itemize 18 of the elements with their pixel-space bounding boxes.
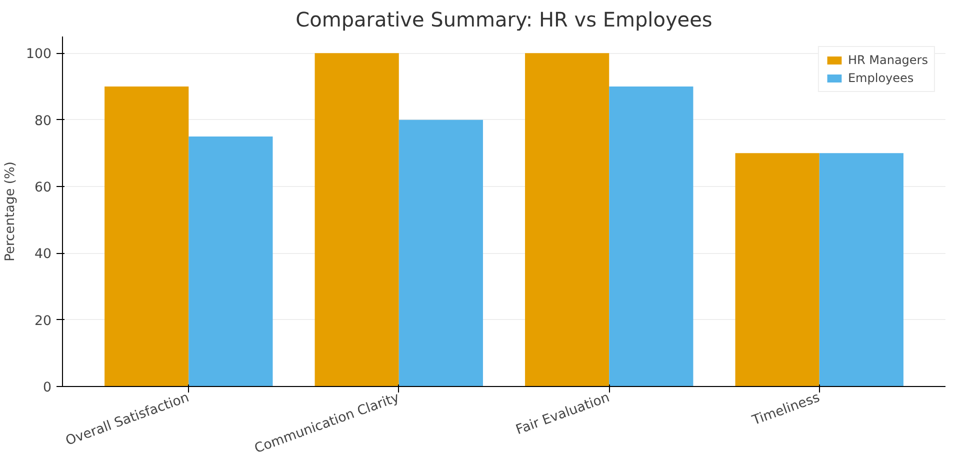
y-tick-label: 40 xyxy=(34,247,52,262)
legend-label: HR Managers xyxy=(848,53,928,67)
y-axis-title: Percentage (%) xyxy=(3,162,18,262)
bar xyxy=(398,120,483,386)
y-tick-label: 80 xyxy=(34,114,52,129)
chart-title: Comparative Summary: HR vs Employees xyxy=(296,8,712,32)
y-tick-label: 0 xyxy=(43,380,52,396)
bar xyxy=(609,86,694,386)
bar xyxy=(314,53,399,386)
bar xyxy=(819,153,904,386)
y-tick-label: 60 xyxy=(34,180,52,196)
bar xyxy=(188,136,273,386)
legend-label: Employees xyxy=(848,71,914,85)
bar xyxy=(525,53,610,386)
bar xyxy=(735,153,820,386)
y-tick-label: 100 xyxy=(26,47,52,62)
y-tick-label: 20 xyxy=(34,314,52,329)
bar xyxy=(104,86,189,386)
